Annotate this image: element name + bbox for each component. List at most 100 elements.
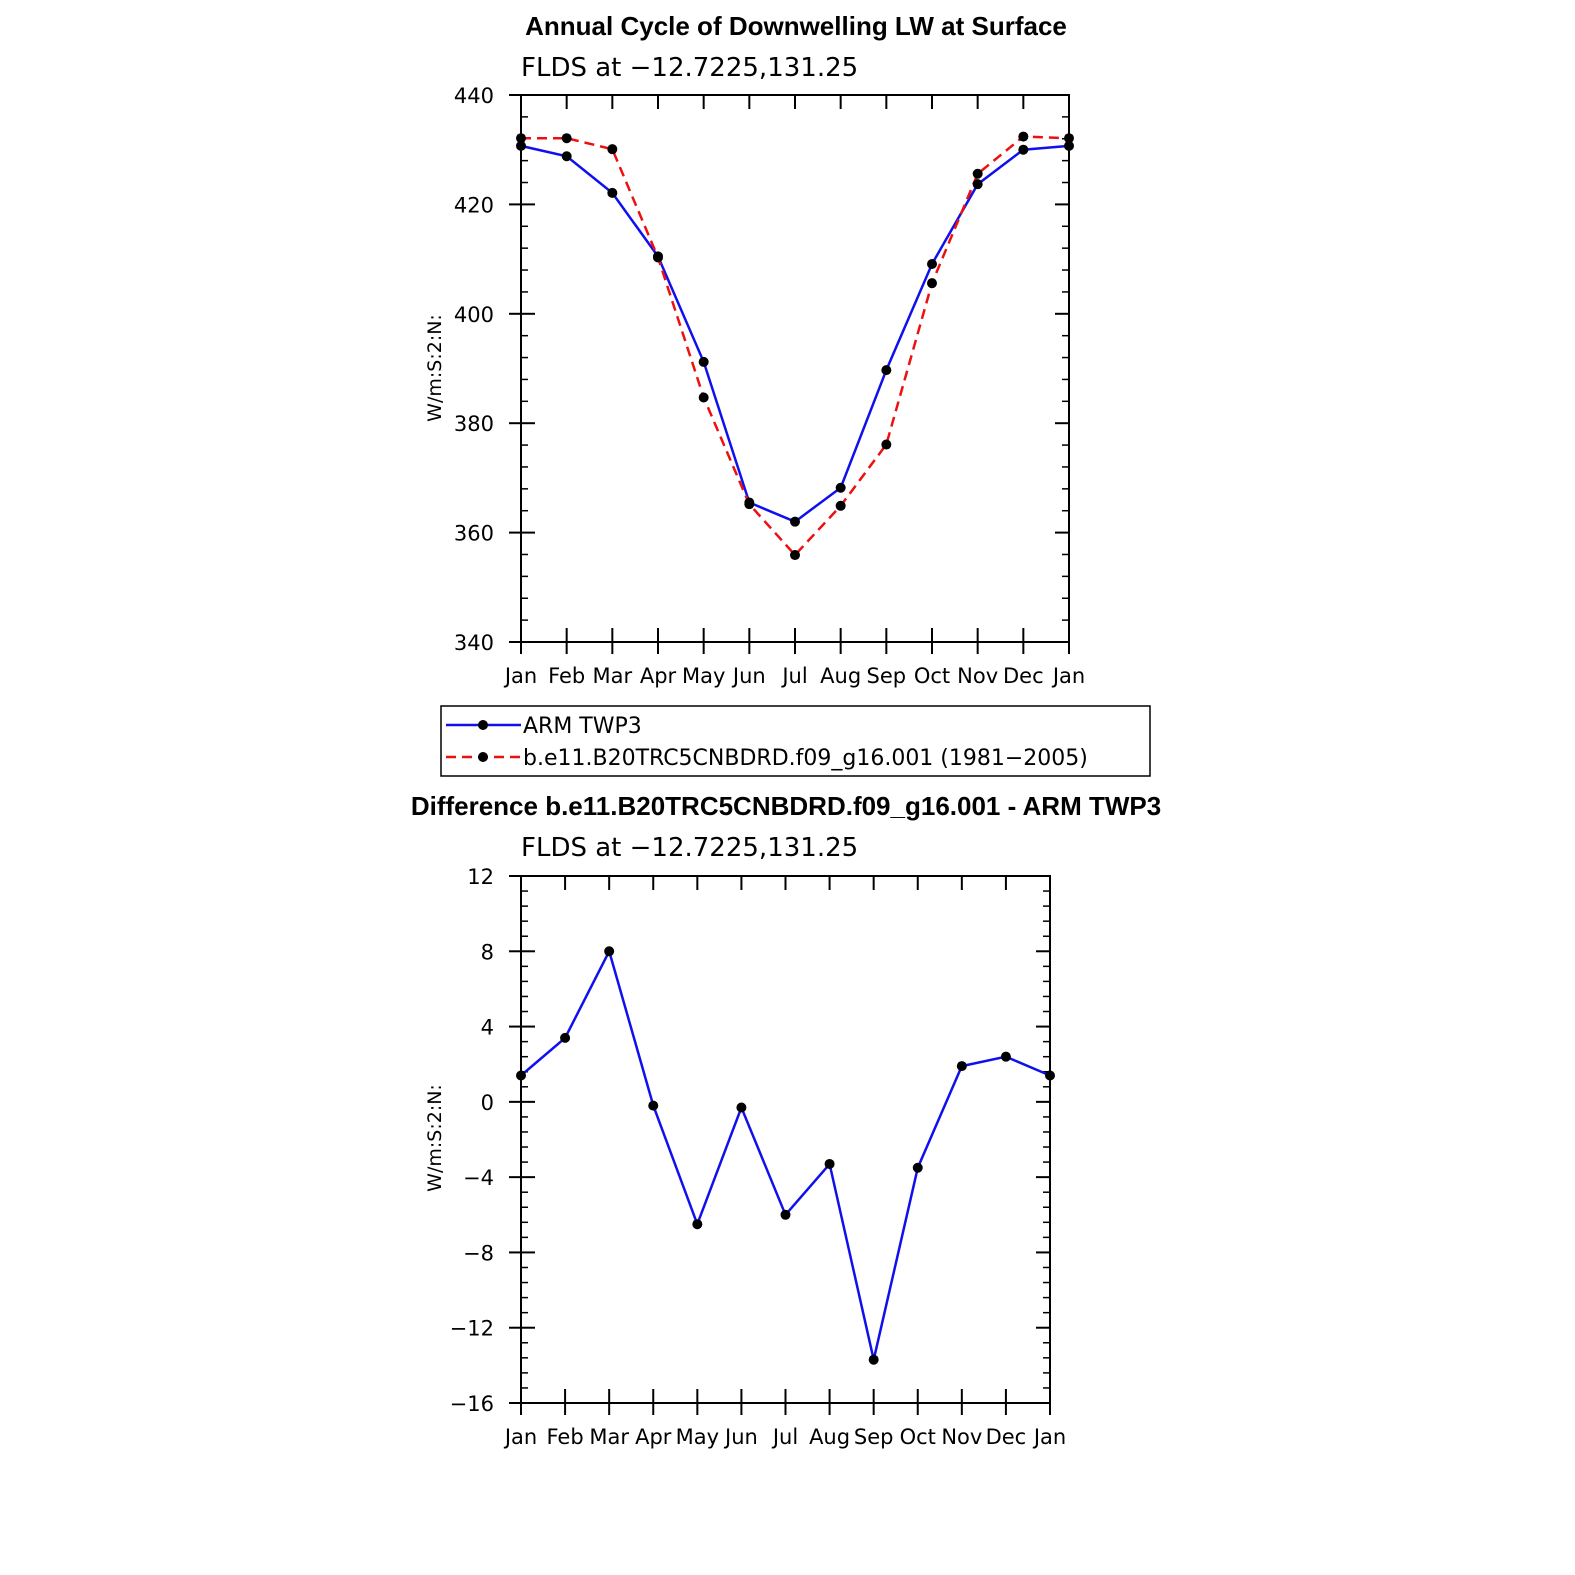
bottom-series-0-point bbox=[868, 1354, 879, 1365]
difference-panel: Difference b.e11.B20TRC5CNBDRD.f09_g16.0… bbox=[411, 791, 1161, 1449]
top-series-group bbox=[516, 131, 1074, 561]
top-x-tick-label: Sep bbox=[867, 664, 907, 688]
top-series-1-point bbox=[1018, 131, 1029, 142]
bottom-y-tick-label: 4 bbox=[481, 1016, 494, 1040]
annual-cycle-panel: Annual Cycle of Downwelling LW at Surfac… bbox=[424, 11, 1085, 688]
legend-label-arm-twp3: ARM TWP3 bbox=[523, 714, 642, 739]
legend-marker-model bbox=[478, 752, 488, 762]
top-y-tick-label: 380 bbox=[454, 412, 494, 436]
bottom-series-0-point bbox=[692, 1219, 703, 1230]
legend-box bbox=[440, 705, 1151, 777]
bottom-x-tick-label: Dec bbox=[986, 1425, 1027, 1449]
top-series-0-point bbox=[1064, 140, 1074, 151]
bottom-y-tick-label: 12 bbox=[467, 865, 494, 889]
bottom-x-tick-label: Feb bbox=[546, 1425, 583, 1449]
bottom-series-0-point bbox=[780, 1209, 791, 1220]
bottom-x-tick-label: Aug bbox=[809, 1425, 850, 1449]
top-series-1-point bbox=[744, 499, 755, 510]
bottom-y-tick-label: 0 bbox=[481, 1091, 494, 1115]
top-series-1-point bbox=[927, 278, 937, 289]
bottom-x-tick-label: Apr bbox=[635, 1425, 672, 1449]
top-x-tick-label: Feb bbox=[548, 664, 585, 688]
top-series-line-0 bbox=[520, 144, 1070, 524]
top-series-1-point bbox=[972, 168, 983, 179]
bottom-x-tick-label: Nov bbox=[941, 1425, 982, 1449]
top-series-1-point bbox=[835, 500, 846, 511]
legend: ARM TWP3 b.e11.B20TRC5CNBDRD.f09_g16.001… bbox=[440, 705, 1151, 777]
bottom-x-tick-label: Jun bbox=[723, 1425, 758, 1449]
top-y-tick-label: 400 bbox=[454, 303, 494, 327]
top-series-0-point bbox=[972, 179, 983, 190]
bottom-x-tick-label: Mar bbox=[589, 1425, 629, 1449]
top-x-tick-label: Oct bbox=[914, 664, 950, 688]
bottom-x-tick-label: May bbox=[676, 1425, 719, 1449]
top-series-0-point bbox=[835, 482, 846, 493]
bottom-plot-frame bbox=[520, 875, 1051, 1404]
top-chart-title: Annual Cycle of Downwelling LW at Surfac… bbox=[525, 11, 1067, 41]
bottom-series-0-point bbox=[604, 946, 615, 957]
bottom-y-tick-label: 8 bbox=[481, 940, 494, 964]
top-x-tick-label: Jun bbox=[731, 664, 766, 688]
bottom-series-0-point bbox=[1045, 1070, 1055, 1081]
top-y-tick-label: 360 bbox=[454, 522, 494, 546]
bottom-chart-subtitle: FLDS at −12.7225,131.25 bbox=[521, 833, 858, 863]
bottom-series-0-point bbox=[560, 1032, 571, 1043]
bottom-x-tick-label: Sep bbox=[854, 1425, 894, 1449]
bottom-y-axis-label: W/m:S:2:N: bbox=[424, 1084, 446, 1192]
bottom-series-0-point bbox=[956, 1061, 967, 1072]
legend-marker-arm-twp3 bbox=[478, 720, 488, 730]
top-series-1-point bbox=[1064, 133, 1074, 144]
top-series-1-point bbox=[653, 252, 663, 263]
top-chart-subtitle: FLDS at −12.7225,131.25 bbox=[521, 53, 858, 83]
bottom-y-tick-label: −4 bbox=[463, 1166, 494, 1190]
top-x-tick-label: Apr bbox=[640, 664, 677, 688]
top-series-0-point bbox=[881, 365, 892, 376]
bottom-y-tick-label: −12 bbox=[450, 1317, 494, 1341]
top-y-tick-label: 440 bbox=[454, 84, 494, 108]
top-x-tick-label: Jan bbox=[503, 664, 537, 688]
bottom-series-0-point bbox=[912, 1162, 923, 1173]
bottom-y-tick-label: −16 bbox=[450, 1392, 494, 1416]
bottom-x-tick-label: Jan bbox=[503, 1425, 537, 1449]
top-series-0-point bbox=[698, 356, 709, 367]
bottom-chart-title: Difference b.e11.B20TRC5CNBDRD.f09_g16.0… bbox=[411, 791, 1161, 821]
bottom-series-0-point bbox=[736, 1102, 747, 1113]
top-x-tick-label: Aug bbox=[820, 664, 861, 688]
bottom-series-line-0 bbox=[520, 947, 1051, 1360]
top-x-tick-label: Nov bbox=[957, 664, 998, 688]
bottom-axis-ticks: Jan Feb Mar Apr May Jun Jul Aug Sep Oct Nov Dec Jan−… bbox=[450, 865, 1067, 1449]
top-series-0-point bbox=[516, 140, 526, 151]
top-x-tick-label: Dec bbox=[1003, 664, 1044, 688]
top-series-1-point bbox=[881, 439, 892, 450]
top-x-tick-label: May bbox=[682, 664, 725, 688]
top-x-tick-label: Mar bbox=[593, 664, 633, 688]
bottom-series-0-point bbox=[516, 1070, 526, 1081]
top-series-0-point bbox=[927, 259, 937, 270]
legend-label-model: b.e11.B20TRC5CNBDRD.f09_g16.001 (1981−20… bbox=[523, 746, 1088, 771]
top-series-0-point bbox=[790, 516, 800, 527]
top-series-1-point bbox=[561, 133, 572, 144]
bottom-series-group bbox=[516, 946, 1055, 1365]
bottom-x-tick-label: Jan bbox=[1032, 1425, 1066, 1449]
top-series-1-point bbox=[790, 550, 800, 561]
top-y-tick-label: 420 bbox=[454, 193, 494, 217]
bottom-series-0-point bbox=[824, 1158, 835, 1169]
top-series-1-point bbox=[607, 144, 618, 155]
bottom-series-0-point bbox=[1000, 1051, 1011, 1062]
top-series-0-point bbox=[1018, 144, 1029, 155]
top-x-tick-label: Jul bbox=[780, 664, 807, 688]
bottom-y-tick-label: −8 bbox=[463, 1241, 494, 1265]
top-series-0-point bbox=[561, 151, 572, 162]
top-series-0-point bbox=[607, 187, 618, 198]
top-y-axis-label: W/m:S:2:N: bbox=[424, 314, 446, 422]
bottom-x-tick-label: Oct bbox=[900, 1425, 936, 1449]
top-series-1-point bbox=[516, 133, 526, 144]
bottom-x-tick-label: Jul bbox=[771, 1425, 798, 1449]
top-x-tick-label: Jan bbox=[1051, 664, 1085, 688]
top-series-1-point bbox=[698, 392, 709, 403]
top-axis-ticks: Jan Feb Mar Apr May Jun Jul Aug Sep Oct Nov Dec Jan 3… bbox=[454, 84, 1085, 688]
bottom-series-0-point bbox=[648, 1100, 659, 1111]
top-series-line-1 bbox=[521, 135, 1070, 557]
top-y-tick-label: 340 bbox=[454, 631, 494, 655]
